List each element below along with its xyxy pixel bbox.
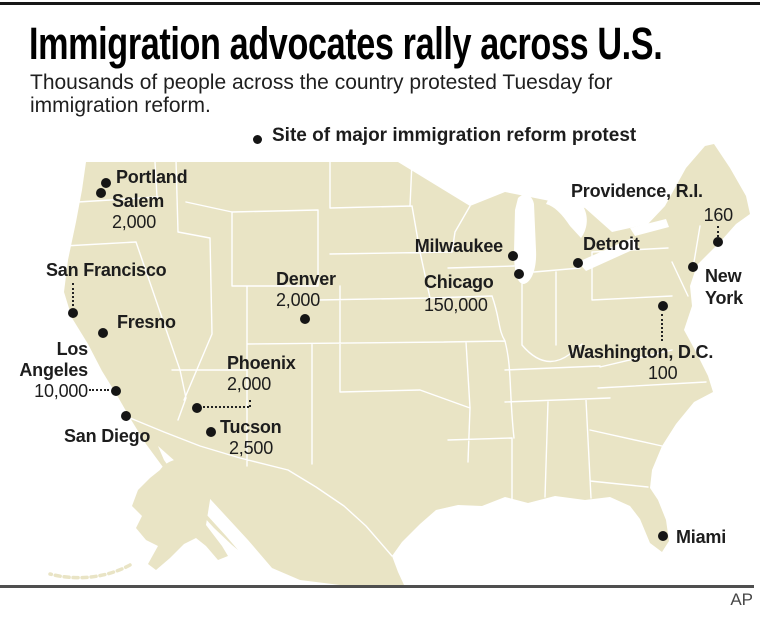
city-count: 100 (648, 363, 678, 383)
detroit-label: Detroit (583, 234, 640, 255)
legend-label: Site of major immigration reform protest (272, 125, 637, 146)
portland-label: Portland (116, 167, 188, 188)
top-rule (0, 2, 760, 5)
hawaii-island (277, 513, 283, 519)
mainland-shape (64, 144, 750, 585)
salem-label: Salem 2,000 (112, 191, 164, 233)
phoenix-label: Phoenix 2,000 (227, 353, 296, 395)
san-francisco-label: San Francisco (46, 260, 167, 281)
city-name: Denver (276, 269, 336, 289)
city-count: 2,000 (276, 290, 321, 310)
lake-erie (578, 238, 639, 271)
city-name: Detroit (583, 234, 640, 254)
city-name: Los Angeles (19, 339, 88, 380)
washington-dc-leader-line (661, 314, 663, 341)
city-name: Washington, D.C. (568, 342, 714, 362)
page-title: Immigration advocates rally across U.S. (29, 18, 663, 69)
san-diego-label: San Diego (64, 426, 150, 447)
lake-huron (546, 195, 587, 238)
alaska-shape (132, 458, 228, 570)
hawaii-big-island (337, 527, 360, 555)
tucson-dot (206, 427, 216, 437)
washington-dc-dot (658, 301, 668, 311)
miami-dot (658, 531, 668, 541)
city-name: Milwaukee (414, 236, 503, 256)
city-name: Fresno (117, 312, 176, 332)
bottom-rule (0, 585, 754, 588)
new-york-label: New York (705, 265, 757, 309)
city-name: Salem (112, 191, 165, 211)
providence-count: 160 (693, 205, 734, 226)
city-name: Miami (676, 527, 727, 547)
city-name: Chicago (424, 272, 494, 292)
phoenix-dot (192, 403, 202, 413)
hawaii-island (259, 504, 265, 510)
city-name: New York (705, 266, 743, 308)
city-count: 160 (703, 205, 734, 225)
los-angeles-dot (111, 386, 121, 396)
new-york-dot (688, 262, 698, 272)
phoenix-leader-tick (249, 400, 251, 407)
denver-dot (300, 314, 310, 324)
city-name: Portland (116, 167, 188, 187)
washington-dc-count: 100 (648, 363, 678, 384)
chicago-label: Chicago 150,000 (424, 271, 494, 317)
denver-label: Denver 2,000 (276, 269, 336, 311)
chicago-dot (514, 269, 524, 279)
aleutian-islands (48, 563, 132, 580)
city-count: 2,500 (229, 438, 274, 458)
subtitle: Thousands of people across the country p… (30, 71, 613, 117)
city-name: Tucson (220, 417, 282, 437)
city-count: 2,000 (227, 374, 272, 394)
hawaii-island (294, 523, 300, 529)
milwaukee-dot (508, 251, 518, 261)
lake-ontario (630, 219, 669, 236)
milwaukee-label: Milwaukee (393, 236, 503, 257)
san-diego-dot (121, 411, 131, 421)
source-credit: AP (730, 590, 753, 609)
los-angeles-label: Los Angeles 10,000 (8, 339, 88, 402)
city-count: 2,000 (112, 212, 157, 232)
detroit-dot (573, 258, 583, 268)
fresno-label: Fresno (117, 312, 176, 333)
lake-michigan (514, 194, 537, 284)
city-name: Providence, R.I. (571, 181, 703, 201)
state-borders (63, 159, 707, 557)
city-name: San Francisco (46, 260, 167, 280)
phoenix-leader-line (203, 406, 249, 408)
tucson-label: Tucson 2,500 (220, 417, 282, 459)
city-count: 150,000 (424, 295, 488, 315)
city-name: San Diego (64, 426, 151, 446)
providence-label: Providence, R.I. (571, 181, 703, 202)
hawaii-island (305, 529, 309, 533)
san-francisco-dot (68, 308, 78, 318)
portland-dot (101, 178, 111, 188)
legend-dot-icon (253, 135, 262, 144)
san-francisco-leader-line (72, 283, 74, 306)
hawaii-island (313, 533, 319, 539)
city-name: Phoenix (227, 353, 296, 373)
fresno-dot (98, 328, 108, 338)
salem-dot (96, 188, 106, 198)
washington-dc-label: Washington, D.C. (568, 342, 713, 363)
los-angeles-leader-line (89, 389, 109, 391)
providence-leader-line (717, 226, 719, 237)
city-count: 10,000 (34, 381, 88, 401)
providence-dot (713, 237, 723, 247)
miami-label: Miami (676, 527, 726, 548)
